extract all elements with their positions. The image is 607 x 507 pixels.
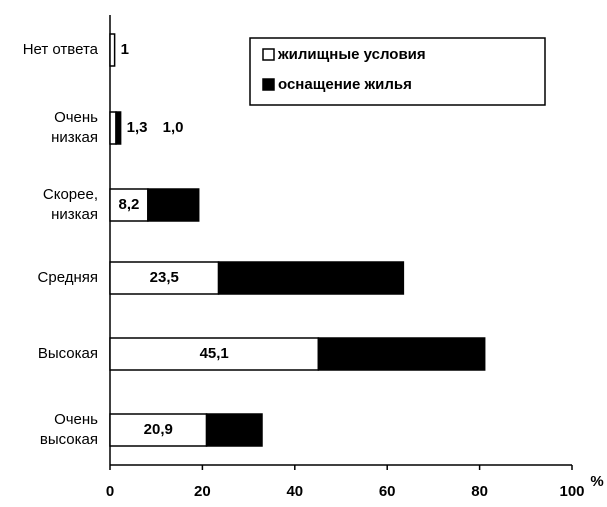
y-tick-label: Скорее, низкая — [42, 186, 98, 223]
x-tick-label: 80 — [471, 483, 488, 500]
bar — [147, 188, 200, 222]
value-label: 11,0 — [159, 196, 187, 213]
y-tick-label: Высокая — [37, 345, 98, 362]
value-label: 45,1 — [200, 345, 229, 362]
x-tick-label: 40 — [286, 483, 303, 500]
bar — [109, 413, 208, 447]
bar — [109, 188, 149, 222]
bar — [217, 261, 405, 295]
bar — [317, 337, 486, 371]
bar — [205, 413, 263, 447]
legend-swatch — [262, 78, 275, 91]
legend-label: оснащение жилья — [278, 76, 412, 93]
value-label: 40,0 — [296, 269, 325, 286]
value-label: 1 — [121, 41, 129, 58]
y-tick-label: Очень высокая — [39, 411, 98, 448]
legend-label: жилищные условия — [277, 46, 426, 63]
x-tick-label: 20 — [194, 483, 211, 500]
x-unit: % — [590, 473, 603, 490]
value-label: 20,9 — [144, 421, 173, 438]
legend-swatch — [262, 48, 275, 61]
bar — [109, 337, 320, 371]
bar — [109, 33, 116, 67]
x-tick-label: 60 — [379, 483, 396, 500]
value-label: 8,2 — [119, 196, 140, 213]
x-tick-label: 100 — [559, 483, 584, 500]
legend-box — [249, 37, 546, 106]
y-tick-label: Средняя — [37, 269, 98, 286]
y-tick-label: Нет ответа — [22, 41, 98, 58]
bar — [109, 111, 117, 145]
bar — [115, 111, 122, 145]
value-label: 12,0 — [220, 421, 249, 438]
x-tick-label: 0 — [106, 483, 114, 500]
value-label: 36,0 — [387, 345, 416, 362]
value-label: 1,0 — [163, 119, 184, 136]
y-tick-label: Очень низкая — [51, 109, 98, 146]
value-label: 1,3 — [127, 119, 148, 136]
value-label: 23,5 — [150, 269, 179, 286]
